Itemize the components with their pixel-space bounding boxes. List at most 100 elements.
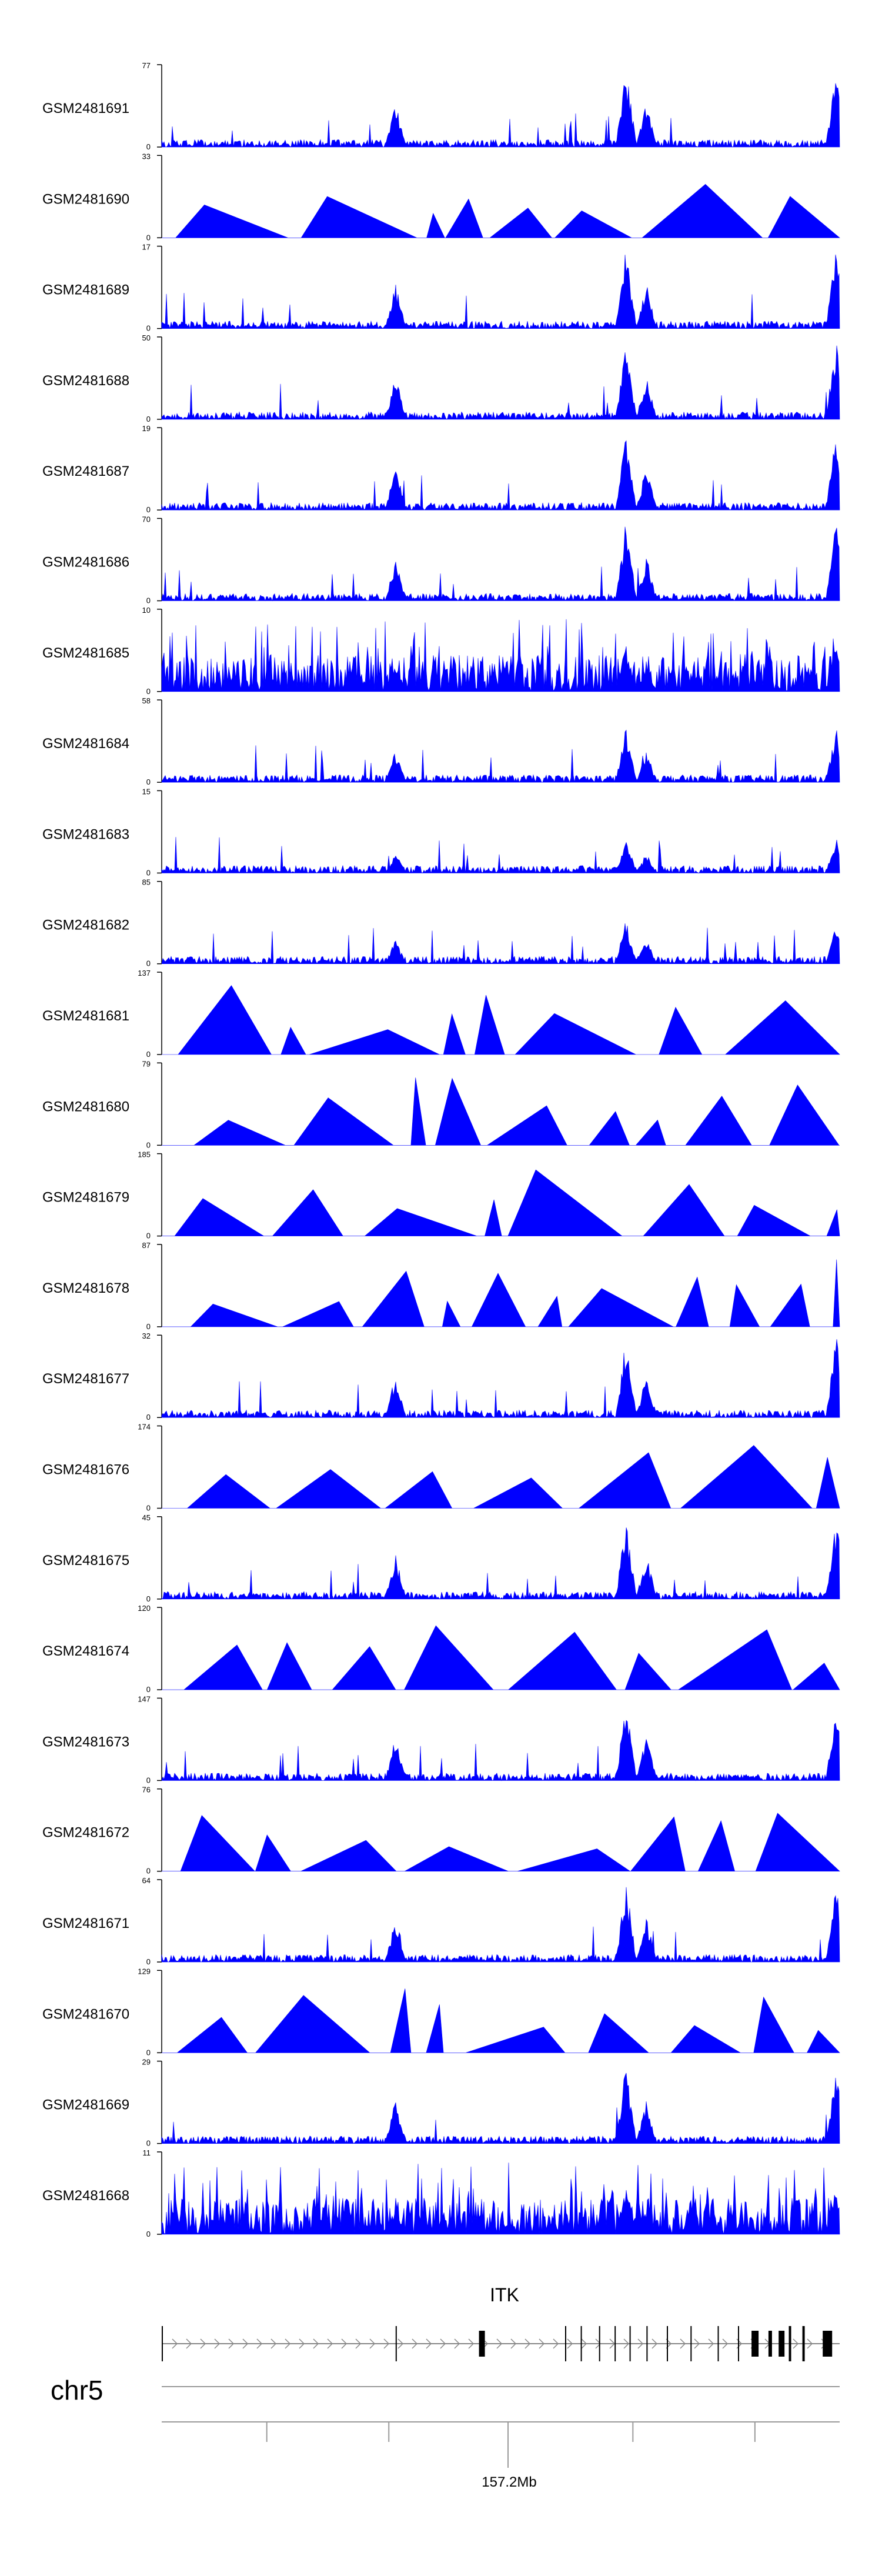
track-label: GSM2481685 [42,645,129,661]
y-max-label: 17 [142,243,151,252]
strand-arrow [186,2338,192,2349]
track-label: GSM2481672 [42,1825,129,1841]
strand-arrow [652,2338,658,2349]
strand-arrow [172,2338,178,2349]
track-label: GSM2481677 [42,1371,129,1387]
track-label: GSM2481684 [42,736,129,752]
coverage-area [161,254,840,329]
strand-arrow [595,2338,602,2349]
strand-arrow [807,2338,813,2349]
strand-arrow [355,2338,362,2349]
track-GSM2481671: GSM2481671 64 0 [42,1876,840,1966]
strand-arrow [369,2338,376,2349]
y-max-label: 29 [142,2058,151,2067]
y-min-label: 0 [146,959,151,968]
y-max-label: 45 [142,1513,151,1522]
coverage-area [162,183,840,238]
y-max-label: 174 [138,1423,151,1432]
strand-arrow [609,2338,616,2349]
track-GSM2481681: GSM2481681 137 0 [42,969,840,1059]
y-max-label: 11 [143,2148,151,2157]
track-label: GSM2481680 [42,1099,129,1115]
y-min-label: 0 [146,1867,151,1876]
strand-arrow [299,2338,305,2349]
y-max-label: 10 [142,606,151,615]
strand-arrow [680,2338,686,2349]
track-label: GSM2481689 [42,282,129,298]
track-GSM2481679: GSM2481679 185 0 [42,1150,840,1240]
strand-arrow [285,2338,291,2349]
coverage-area [161,1527,840,1600]
gene-exon [789,2326,791,2361]
coverage-area [162,1077,840,1146]
y-min-label: 0 [146,233,151,242]
y-max-label: 87 [142,1241,151,1250]
strand-arrow [637,2338,644,2349]
coverage-area [162,1259,840,1327]
y-min-label: 0 [146,415,151,423]
y-min-label: 0 [146,1322,151,1331]
y-min-label: 0 [146,2139,151,2148]
track-GSM2481690: GSM2481690 33 0 [42,152,840,242]
track-GSM2481686: GSM2481686 70 0 [42,515,840,605]
coverage-area [161,1887,840,1963]
strand-arrow [539,2338,545,2349]
y-max-label: 76 [142,1786,151,1794]
track-GSM2481669: GSM2481669 29 0 [42,2058,840,2148]
track-GSM2481689: GSM2481689 17 0 [42,243,840,333]
coverage-area [161,2073,840,2144]
track-GSM2481685: GSM2481685 10 0 [42,606,840,696]
track-GSM2481691: GSM2481691 77 0 [42,61,840,151]
track-GSM2481668: GSM2481668 11 0 [42,2148,840,2238]
y-min-label: 0 [146,505,151,514]
track-label: GSM2481688 [42,373,129,389]
strand-arrow [383,2338,390,2349]
y-min-label: 0 [146,2048,151,2057]
track-label: GSM2481675 [42,1553,129,1569]
coverage-area [161,83,840,148]
y-min-label: 0 [146,778,151,786]
strand-arrow [397,2338,404,2349]
gene-exon [629,2326,631,2361]
gene-exon [751,2331,759,2357]
y-max-label: 137 [138,969,151,977]
coverage-area [162,1813,840,1871]
gene-exon [479,2331,485,2357]
y-min-label: 0 [146,1413,151,1422]
strand-arrow [270,2338,277,2349]
y-min-label: 0 [146,1594,151,1603]
y-min-label: 0 [146,1776,151,1784]
y-min-label: 0 [146,687,151,696]
coverage-area [161,1339,840,1419]
strand-arrow [426,2338,432,2349]
coverage-area [162,1169,840,1236]
gene-exon [667,2326,668,2361]
coverage-area [162,1445,840,1509]
track-label: GSM2481686 [42,555,129,570]
gene-exon [690,2326,692,2361]
strand-arrow [708,2338,714,2349]
coverage-area [162,985,840,1055]
coverage-area [161,440,840,511]
strand-arrow [722,2338,729,2349]
y-max-label: 129 [138,1967,151,1976]
track-GSM2481673: GSM2481673 147 0 [42,1694,840,1784]
y-max-label: 77 [142,61,151,70]
gene-exon [565,2326,566,2361]
strand-arrow [242,2338,249,2349]
strand-arrow [510,2338,517,2349]
track-label: GSM2481670 [42,2006,129,2022]
track-label: GSM2481691 [42,101,129,116]
y-min-label: 0 [146,868,151,877]
strand-arrow [200,2338,206,2349]
track-label: GSM2481669 [42,2097,129,2113]
gene-model-ITK [162,2326,840,2361]
gene-track: ITK [162,2284,840,2361]
y-max-label: 33 [142,152,151,161]
coverage-area [161,2163,840,2235]
y-min-label: 0 [146,1050,151,1059]
gene-exon [395,2326,397,2361]
track-GSM2481674: GSM2481674 120 0 [42,1604,840,1694]
coverage-area [161,729,840,783]
strand-arrow [468,2338,475,2349]
